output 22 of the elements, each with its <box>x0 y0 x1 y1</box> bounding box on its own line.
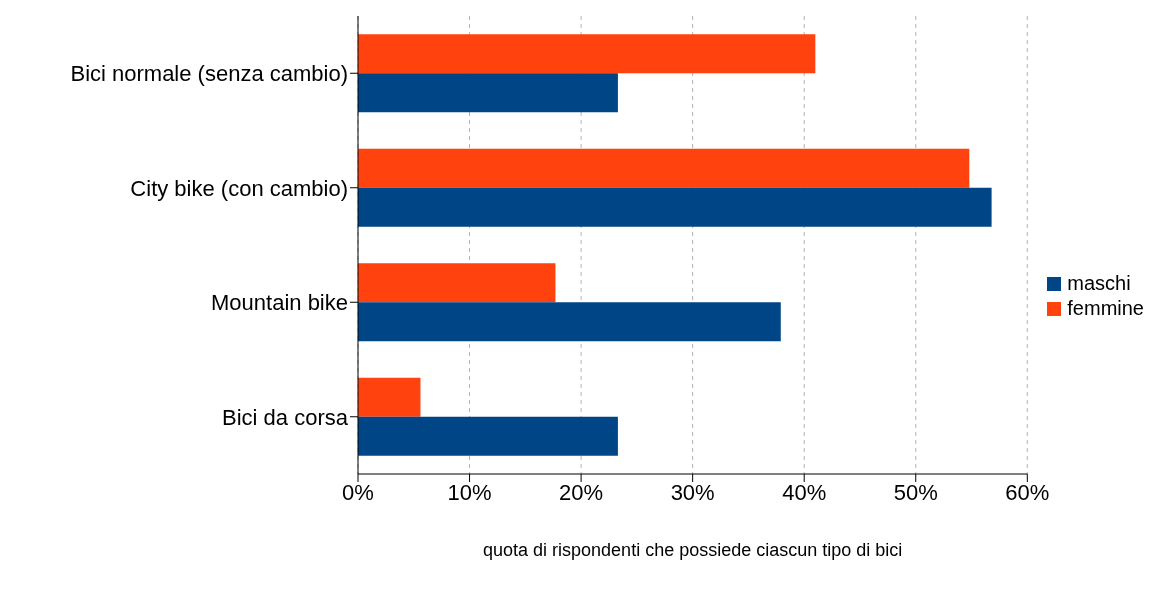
x-tick-label: 10% <box>447 479 492 505</box>
bar <box>358 34 816 74</box>
y-tick-label: City bike (con cambio) <box>130 175 348 201</box>
x-tick-label: 40% <box>782 479 827 505</box>
y-tick-label: Bici normale (senza cambio) <box>70 61 348 87</box>
x-tick-label: 20% <box>559 479 604 505</box>
y-tick-label: Bici da corsa <box>222 404 349 430</box>
legend-label: femmine <box>1067 297 1144 320</box>
bar <box>358 73 618 113</box>
x-tick-label: 50% <box>893 479 938 505</box>
bar <box>358 263 556 303</box>
x-tick-label: 0% <box>342 479 374 505</box>
legend-label: maschi <box>1067 272 1131 295</box>
bar <box>358 148 970 188</box>
x-tick-label: 60% <box>1005 479 1050 505</box>
y-tick-label: Mountain bike <box>211 290 348 316</box>
x-tick-label: 30% <box>670 479 715 505</box>
bar <box>358 302 781 342</box>
x-axis-title: quota di rispondenti che possiede ciascun tipo di bici <box>483 540 903 560</box>
bar <box>358 377 421 417</box>
bar <box>358 416 618 456</box>
bar <box>358 187 992 227</box>
